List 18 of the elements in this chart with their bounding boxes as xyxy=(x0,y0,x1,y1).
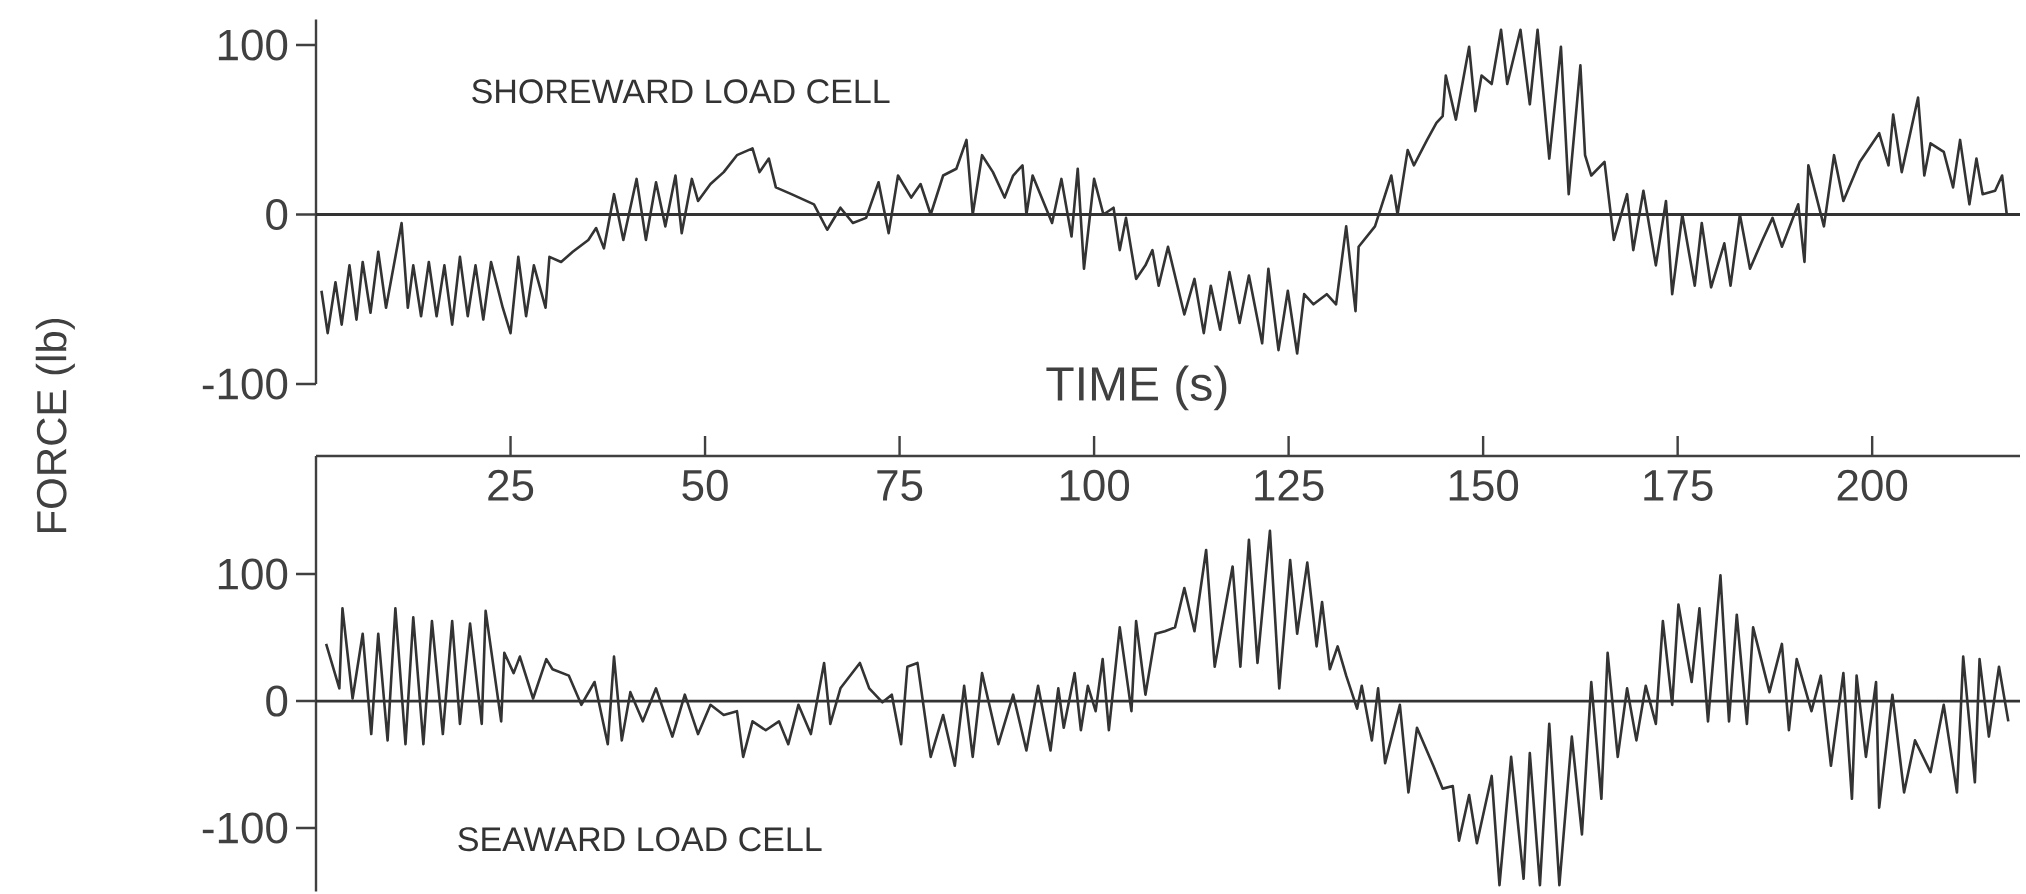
text: SHOREWARD LOAD CELL xyxy=(472,79,890,104)
x-tick-label: 175 xyxy=(1644,470,1713,501)
y-tick-label: 0 xyxy=(266,685,288,717)
y-tick-label: -100 xyxy=(202,368,288,400)
y-tick-label: 100 xyxy=(218,558,288,590)
x-tick-label: 75 xyxy=(877,470,923,501)
y-axis-title: FORCE (lb) xyxy=(35,318,75,533)
x-tick-label: 125 xyxy=(1255,469,1324,501)
x-tick-label: 50 xyxy=(682,469,728,501)
text: SEAWARD LOAD CELL xyxy=(458,827,822,852)
x-tick-label: 200 xyxy=(1837,469,1908,501)
y-tick-label: 0 xyxy=(266,198,288,231)
y-tick-label: -100 xyxy=(202,812,288,844)
x-tick-label: 150 xyxy=(1449,469,1519,501)
x-tick-label: 25 xyxy=(488,469,534,501)
y-tick-label: 100 xyxy=(218,29,288,61)
x-axis-title: TIME (s) xyxy=(1046,365,1227,411)
x-tick-label: 100 xyxy=(1060,469,1130,501)
